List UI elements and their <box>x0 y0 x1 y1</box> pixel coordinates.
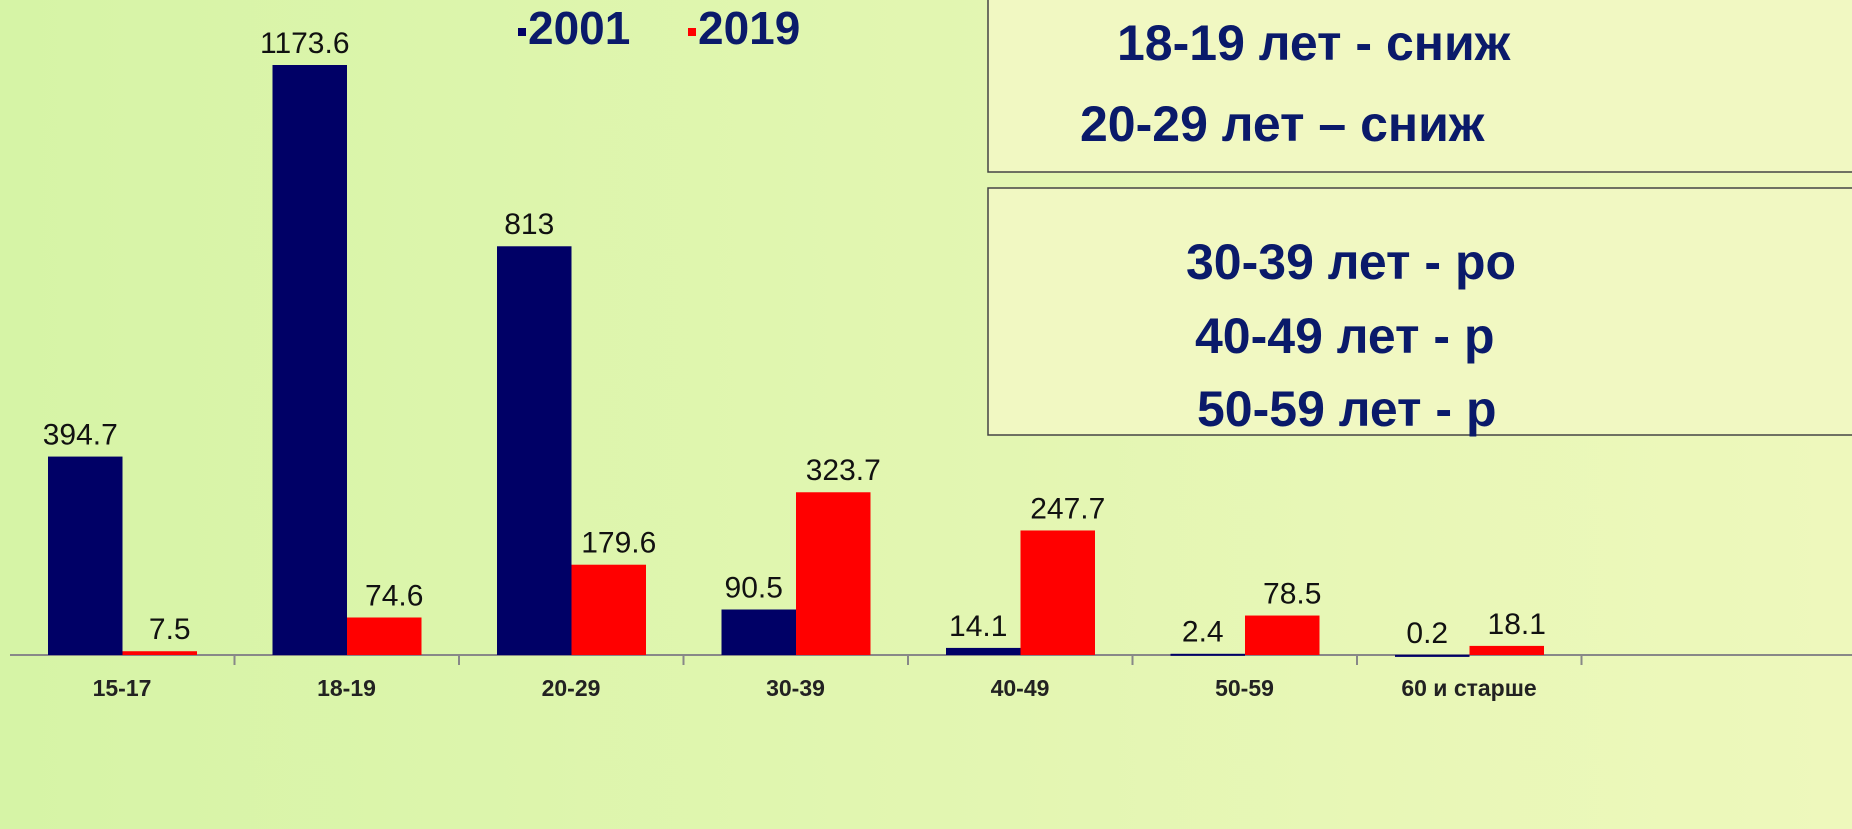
data-label: 14.1 <box>949 610 1007 643</box>
data-label: 1173.6 <box>260 27 350 60</box>
data-label: 0.2 <box>1406 617 1448 650</box>
note-text: 18-19 лет - сниж <box>1117 15 1511 71</box>
legend-label: 2001 <box>528 2 630 54</box>
note-text: 40-49 лет - р <box>1195 308 1495 364</box>
bar <box>347 617 422 655</box>
legend-label: 2019 <box>698 2 800 54</box>
data-label: 18.1 <box>1488 608 1546 641</box>
bar <box>1395 654 1470 657</box>
data-label: 90.5 <box>725 571 783 604</box>
data-label: 2.4 <box>1182 616 1224 649</box>
bar <box>1020 530 1095 655</box>
note-text: 50-59 лет - р <box>1197 381 1497 437</box>
data-label: 78.5 <box>1263 577 1321 610</box>
data-label: 247.7 <box>1030 492 1105 525</box>
x-tick-label: 20-29 <box>542 675 601 701</box>
bar <box>571 564 646 655</box>
x-tick-label: 60 и старше <box>1401 675 1536 701</box>
bar <box>1469 645 1544 655</box>
data-label: 74.6 <box>365 579 423 612</box>
x-tick-label: 18-19 <box>317 675 376 701</box>
note-box <box>987 0 1852 173</box>
x-tick-label: 30-39 <box>766 675 825 701</box>
legend-swatch <box>688 28 696 36</box>
data-label: 179.6 <box>581 527 656 560</box>
bar <box>1170 653 1245 656</box>
legend-swatch <box>518 28 526 36</box>
bar <box>122 651 197 655</box>
x-tick-label: 40-49 <box>991 675 1050 701</box>
bar <box>946 647 1021 655</box>
data-label: 813 <box>504 208 554 241</box>
note-text: 20-29 лет – сниж <box>1080 96 1485 152</box>
note-box <box>987 187 1852 436</box>
bar <box>48 456 123 655</box>
note-text: 30-39 лет - ро <box>1186 234 1516 290</box>
bar <box>796 492 871 655</box>
bar <box>721 609 796 655</box>
bar <box>497 246 572 655</box>
data-label: 7.5 <box>149 613 191 646</box>
x-tick-label: 15-17 <box>93 675 152 701</box>
data-label: 394.7 <box>43 418 118 451</box>
bar <box>1245 615 1320 655</box>
data-label: 323.7 <box>806 454 881 487</box>
bar <box>272 65 347 655</box>
x-tick-label: 50-59 <box>1215 675 1274 701</box>
